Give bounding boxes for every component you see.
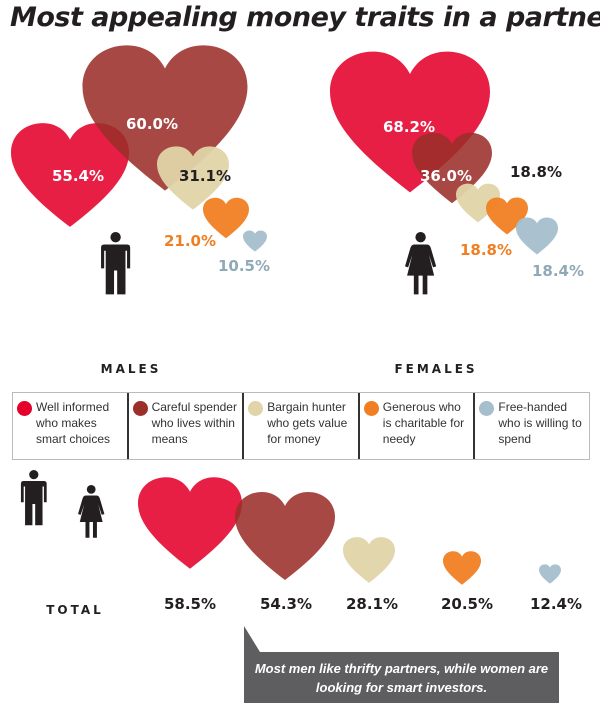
data-label: 18.8% — [509, 163, 563, 181]
group-label-females: FEMALES — [394, 362, 478, 376]
callout-pointer — [244, 626, 260, 652]
male-silhouette-icon — [101, 232, 131, 295]
legend-item: Bargain hunter who gets value for money — [244, 393, 360, 459]
heart-mark-males — [203, 197, 249, 239]
data-label: 10.5% — [217, 257, 271, 275]
data-label: 55.4% — [51, 167, 105, 185]
heart-mark-females — [516, 217, 558, 255]
heart-mark-total — [343, 537, 395, 583]
data-label: 12.4% — [529, 595, 583, 613]
data-label: 18.4% — [531, 262, 585, 280]
legend-swatch — [248, 401, 264, 416]
data-label: 36.0% — [419, 167, 473, 185]
data-label: 21.0% — [163, 232, 217, 250]
legend-swatch — [363, 401, 379, 416]
data-label: 18.8% — [459, 241, 513, 259]
legend-label: Generous who is charitable for needy — [382, 400, 465, 446]
female-silhouette-icon — [405, 232, 437, 295]
legend-swatch — [479, 401, 495, 416]
couple-female-icon — [78, 485, 105, 538]
data-label: 60.0% — [125, 115, 179, 133]
legend-label: Well informed who makes smart choices — [36, 400, 111, 446]
legend-item: Free-handed who is willing to spend — [475, 393, 589, 459]
legend-label: Free-handed who is willing to spend — [498, 400, 582, 446]
heart-mark-males — [11, 123, 129, 227]
data-label: 58.5% — [163, 595, 217, 613]
heart-mark-males — [157, 146, 229, 210]
legend-label: Bargain hunter who gets value for money — [267, 400, 348, 446]
data-label: 54.3% — [259, 595, 313, 613]
data-label: 28.1% — [345, 595, 399, 613]
data-label: 68.2% — [382, 118, 436, 136]
group-label-males: MALES — [100, 362, 162, 376]
heart-mark-males — [243, 230, 267, 252]
couple-male-icon — [20, 470, 47, 526]
group-label-total: TOTAL — [46, 603, 104, 617]
legend-item: Well informed who makes smart choices — [13, 393, 129, 459]
heart-mark-total — [235, 492, 335, 580]
heart-mark-total — [539, 564, 561, 584]
legend-swatch — [132, 401, 148, 416]
legend-swatch — [17, 401, 32, 416]
legend: Well informed who makes smart choices Ca… — [12, 392, 590, 460]
data-label: 31.1% — [178, 167, 232, 185]
page-title: Most appealing money traits in a partner — [10, 2, 600, 33]
legend-item: Generous who is charitable for needy — [360, 393, 476, 459]
legend-item: Careful spender who lives within means — [129, 393, 245, 459]
data-label: 20.5% — [440, 595, 494, 613]
heart-mark-total — [138, 477, 242, 569]
callout-box: Most men like thrifty partners, while wo… — [244, 652, 559, 703]
heart-mark-total — [443, 551, 481, 585]
legend-label: Careful spender who lives within means — [151, 400, 237, 446]
